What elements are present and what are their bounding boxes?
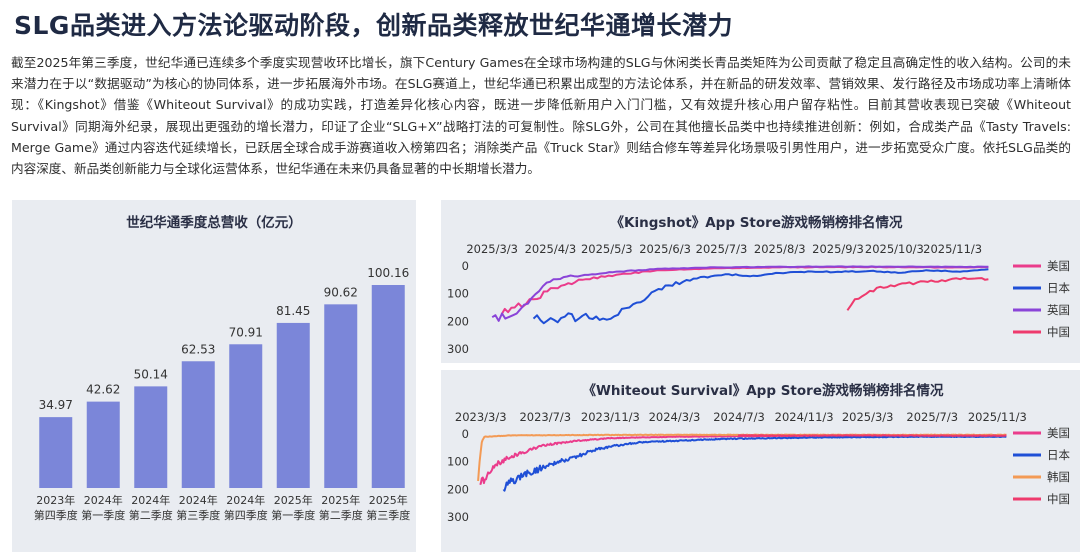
x-tick-label: 2025/7/3 <box>906 410 958 424</box>
rank-series-line <box>532 268 989 325</box>
x-tick-label: 2025/3/3 <box>466 242 518 256</box>
x-tick-label: 2025/5/3 <box>581 242 633 256</box>
legend-label: 英国 <box>1047 303 1070 317</box>
revenue-bar <box>229 344 263 488</box>
bar-chart-title: 世纪华通季度总营收（亿元） <box>126 214 302 231</box>
bar-category-year: 2024年 <box>226 493 265 507</box>
bar-category-quarter: 第三季度 <box>176 508 220 522</box>
kingshot-chart-panel: 《Kingshot》App Store游戏畅销榜排名情况 2025/3/3 2025… <box>441 200 1080 363</box>
bar-category-quarter: 第二季度 <box>319 508 363 522</box>
bar-category-year: 2025年 <box>369 493 408 507</box>
bar-value-label: 90.62 <box>324 285 358 299</box>
x-tick-label: 2025/3/3 <box>842 410 894 424</box>
bar-category-quarter: 第四季度 <box>34 508 78 522</box>
rank-series-line <box>737 434 1007 437</box>
bar-value-label: 50.14 <box>134 367 168 381</box>
bar-category-quarter: 第二季度 <box>129 508 173 522</box>
revenue-bar <box>86 401 120 488</box>
x-tick-label: 2023/3/3 <box>455 410 507 424</box>
y-tick-label: 300 <box>447 510 469 524</box>
legend-label: 美国 <box>1047 259 1070 273</box>
legend-label: 韩国 <box>1047 470 1070 484</box>
rank-series-line <box>491 265 989 322</box>
line-chart-title: 《Kingshot》App Store游戏畅销榜排名情况 <box>611 214 903 231</box>
x-tick-label: 2024/11/3 <box>775 410 834 424</box>
legend-label: 中国 <box>1047 492 1070 506</box>
bar-category-year: 2024年 <box>84 493 123 507</box>
y-tick-label: 0 <box>462 259 469 273</box>
bar-value-label: 34.97 <box>39 398 73 412</box>
x-tick-label: 2025/8/3 <box>754 242 806 256</box>
x-tick-label: 2024/3/3 <box>649 410 701 424</box>
bar-value-label: 70.91 <box>229 325 263 339</box>
x-tick-label: 2025/6/3 <box>639 242 691 256</box>
rank-series-line <box>500 265 989 315</box>
bar-category-year: 2025年 <box>321 493 360 507</box>
intro-paragraph: 截至2025年第三季度，世纪华通已连续多个季度实现营收环比增长，旗下Centur… <box>11 55 1071 177</box>
bar-value-label: 42.62 <box>86 383 120 397</box>
rank-series-line <box>479 434 1007 485</box>
legend-label: 日本 <box>1047 448 1070 462</box>
y-tick-label: 200 <box>447 314 469 328</box>
x-tick-label: 2024/7/3 <box>713 410 765 424</box>
whiteout-rank-chart: 《Whiteout Survival》App Store游戏畅销榜排名情况 202… <box>447 382 1070 524</box>
bar-value-label: 62.53 <box>181 342 215 356</box>
legend-label: 美国 <box>1047 426 1070 440</box>
bar-category-year: 2025年 <box>274 493 313 507</box>
bar-category-year: 2024年 <box>179 493 218 507</box>
y-tick-label: 0 <box>462 427 469 441</box>
bar-category-quarter: 第一季度 <box>271 508 315 522</box>
x-tick-label: 2025/9/3 <box>812 242 864 256</box>
legend-label: 日本 <box>1047 281 1070 295</box>
bar-category-year: 2023年 <box>36 493 75 507</box>
revenue-bar <box>39 417 73 488</box>
kingshot-rank-chart: 《Kingshot》App Store游戏畅销榜排名情况 2025/3/3 2025… <box>447 214 1070 356</box>
rank-series-line <box>502 435 1007 492</box>
bar-category-quarter: 第三季度 <box>366 508 410 522</box>
revenue-bar <box>371 285 405 488</box>
page-title: SLG品类进入方法论驱动阶段，创新品类释放世纪华通增长潜力 <box>14 11 733 40</box>
revenue-bar <box>134 386 168 488</box>
x-tick-label: 2025/4/3 <box>525 242 577 256</box>
y-tick-label: 200 <box>447 482 469 496</box>
y-tick-label: 300 <box>447 342 469 356</box>
revenue-chart-panel: 世纪华通季度总营收（亿元） 34.97 2023年 第四季度 42.62 2024年 第一季… <box>12 200 416 552</box>
x-tick-label: 2023/11/3 <box>581 410 640 424</box>
x-tick-label: 2025/11/3 <box>968 410 1027 424</box>
revenue-bar-chart: 世纪华通季度总营收（亿元）34.972023年第四季度42.622024年第一季… <box>34 214 411 522</box>
revenue-bar <box>324 304 358 488</box>
bar-value-label: 100.16 <box>367 266 409 280</box>
revenue-bar <box>276 322 310 488</box>
x-tick-label: 2023/7/3 <box>519 410 571 424</box>
bar-category-quarter: 第一季度 <box>81 508 125 522</box>
x-tick-label: 2025/7/3 <box>696 242 748 256</box>
whiteout-chart-panel: 《Whiteout Survival》App Store游戏畅销榜排名情况 202… <box>441 370 1080 552</box>
rank-series-line <box>477 433 1007 482</box>
x-tick-label: 2025/10/3 <box>865 242 924 256</box>
revenue-bar <box>181 361 215 488</box>
bar-category-quarter: 第四季度 <box>224 508 268 522</box>
bar-category-year: 2024年 <box>131 493 170 507</box>
line-chart-title: 《Whiteout Survival》App Store游戏畅销榜排名情况 <box>583 382 944 399</box>
x-tick-label: 2025/11/3 <box>923 242 982 256</box>
y-tick-label: 100 <box>447 455 469 469</box>
bar-value-label: 81.45 <box>276 304 310 318</box>
legend-label: 中国 <box>1047 325 1070 339</box>
y-tick-label: 100 <box>447 287 469 301</box>
rank-series-line <box>846 276 989 311</box>
